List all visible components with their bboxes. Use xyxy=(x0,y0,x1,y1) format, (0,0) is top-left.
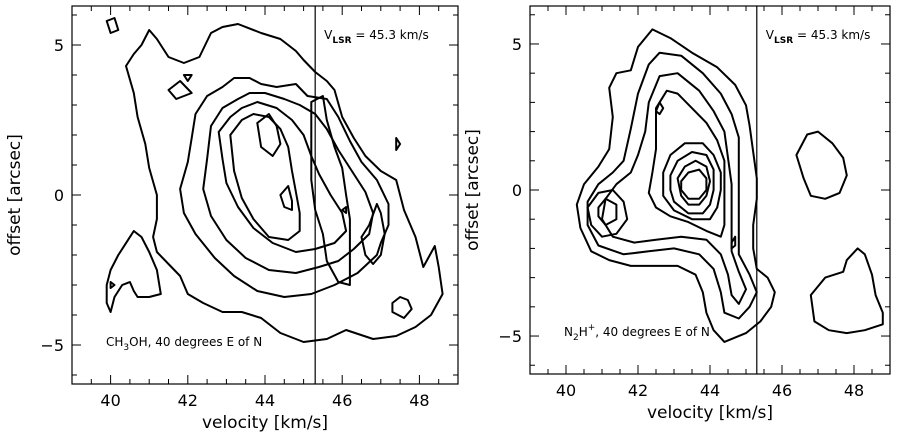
contour-line xyxy=(647,89,726,238)
vlsr-label: VLSR = 45.3 km/s xyxy=(766,28,871,46)
contour-line xyxy=(217,101,348,253)
contour-line xyxy=(310,95,351,286)
contour-line xyxy=(391,296,413,319)
contour-line xyxy=(279,185,293,211)
panel-n2h: 40 42 44 46 48 −5 0 5 velocity [km/s] offset [arc… xyxy=(463,5,891,423)
molecule-label: CH3OH, 40 degrees E of N xyxy=(106,335,262,353)
contour-line xyxy=(601,72,747,305)
x-tick-label: 42 xyxy=(178,391,198,410)
contour-set xyxy=(105,17,444,343)
y-tick-label: −5 xyxy=(498,327,522,346)
vlsr-label: VLSR = 45.3 km/s xyxy=(324,28,429,46)
contour-line xyxy=(256,113,282,157)
contour-set xyxy=(575,28,884,343)
molecule-label-part: H xyxy=(579,325,588,339)
contour-line xyxy=(662,142,722,221)
x-tick-label: 48 xyxy=(844,381,864,400)
contour-line xyxy=(179,77,390,298)
molecule-label-part: , 40 degrees E of N xyxy=(595,325,710,339)
contour-line xyxy=(575,28,776,343)
molecule-label-part: CH xyxy=(106,335,123,349)
molecule-label: N2H+, 40 degrees E of N xyxy=(564,323,710,343)
x-tick-label: 40 xyxy=(100,391,120,410)
contour-line xyxy=(795,130,848,200)
contour-line xyxy=(341,206,348,214)
x-tick-label: 42 xyxy=(628,381,648,400)
contour-line xyxy=(182,74,193,82)
vlsr-label-suffix: = 45.3 km/s xyxy=(352,28,429,42)
contour-line xyxy=(167,80,193,100)
vlsr-label-suffix: = 45.3 km/s xyxy=(793,28,870,42)
x-tick-label: 40 xyxy=(556,381,576,400)
panel-ch3oh: 40 42 44 46 48 −5 0 5 velocity [km/s] offset [arc… xyxy=(5,5,459,433)
contour-line xyxy=(125,23,444,343)
x-tick-label: 48 xyxy=(409,391,429,410)
y-axis-label: offset [arcsec] xyxy=(463,129,483,251)
y-tick-label: 0 xyxy=(512,181,522,200)
x-axis-label: velocity [km/s] xyxy=(647,403,773,423)
x-tick-label: 44 xyxy=(255,391,275,410)
vlsr-label-sub: LSR xyxy=(774,36,793,46)
y-tick-label: 0 xyxy=(54,186,64,205)
x-tick-label: 46 xyxy=(772,381,792,400)
contour-line xyxy=(105,17,120,34)
contour-line xyxy=(395,137,402,151)
x-axis-label: velocity [km/s] xyxy=(202,413,328,433)
y-tick-label: −5 xyxy=(40,336,64,355)
contour-line xyxy=(105,230,162,313)
contour-line xyxy=(586,189,629,238)
contour-line xyxy=(676,159,711,206)
contour-line xyxy=(586,51,758,320)
contour-line xyxy=(360,203,386,265)
contour-line xyxy=(655,101,665,116)
contour-line xyxy=(229,113,301,241)
molecule-label-part: 3 xyxy=(123,343,129,353)
y-axis-label: offset [arcsec] xyxy=(5,134,25,256)
molecule-label-part: N xyxy=(564,325,573,339)
contour-line xyxy=(730,235,737,250)
x-tick-label: 46 xyxy=(332,391,352,410)
y-tick-label: 5 xyxy=(512,35,522,54)
contour-line xyxy=(109,281,116,289)
vlsr-label-prefix: V xyxy=(324,28,333,42)
molecule-label-part: + xyxy=(588,323,596,333)
molecule-label-part: 2 xyxy=(573,333,579,343)
molecule-label-part: OH, 40 degrees E of N xyxy=(129,335,262,349)
contour-line xyxy=(597,197,618,226)
x-tick-label: 44 xyxy=(700,381,720,400)
contour-line xyxy=(680,168,708,200)
contour-line xyxy=(809,247,884,335)
vlsr-label-prefix: V xyxy=(766,28,775,42)
y-tick-label: 5 xyxy=(54,36,64,55)
contour-line xyxy=(669,151,715,215)
plot-frame xyxy=(529,5,891,375)
vlsr-label-sub: LSR xyxy=(332,36,351,46)
